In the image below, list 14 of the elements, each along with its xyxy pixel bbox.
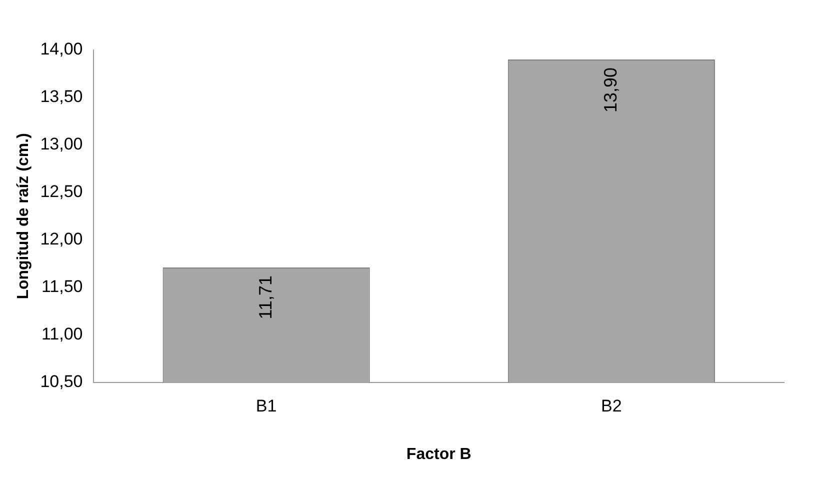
data-label: 13,90 [600,67,620,113]
y-tick-label: 13,50 [40,87,83,106]
x-tick-label: B1 [256,396,277,416]
y-tick-label: 12,00 [40,230,83,249]
y-tick-label: 10,50 [40,372,83,392]
data-label: 11,71 [255,275,276,320]
y-tick-label: 12,50 [40,182,83,202]
y-tick-label: 11,50 [41,277,83,296]
y-tick-label: 11,00 [41,324,83,344]
y-axis-title: Longitud de raíz (cm.) [15,133,32,300]
y-tick-label: 13,00 [40,134,83,154]
y-tick-label: 14,00 [40,40,83,59]
x-tick-label: B2 [601,396,622,416]
x-axis-title: Factor B [406,446,472,463]
